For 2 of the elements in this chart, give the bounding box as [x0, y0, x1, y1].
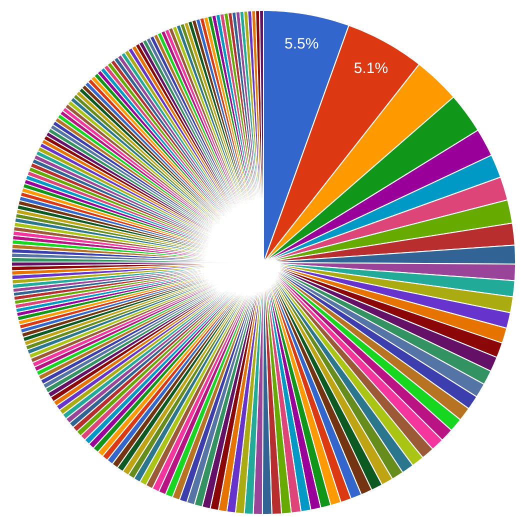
- data-label: 5.1%: [354, 60, 388, 78]
- data-label: 5.5%: [284, 36, 319, 53]
